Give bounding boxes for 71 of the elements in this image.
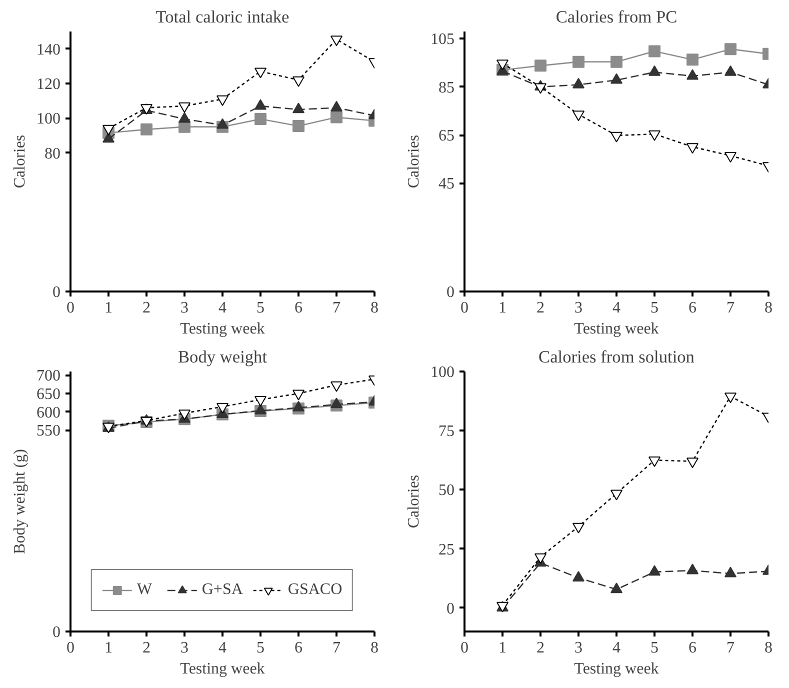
x-tick-label: 7 <box>726 640 734 656</box>
x-tick-label: 7 <box>332 300 340 316</box>
x-axis-title: Testing week <box>574 320 659 338</box>
x-tick-label: 2 <box>536 300 544 316</box>
y-tick-label: 120 <box>36 76 60 93</box>
x-tick-label: 3 <box>180 300 188 316</box>
legend-label: W <box>136 581 153 599</box>
x-axis-title: Testing week <box>180 660 265 678</box>
y-tick-label: 75 <box>438 423 454 440</box>
x-tick-label: 7 <box>332 640 340 656</box>
y-tick-label: 80 <box>44 145 60 162</box>
y-tick-label: 85 <box>438 79 454 96</box>
x-tick-label: 0 <box>66 640 74 656</box>
x-tick-label: 3 <box>574 300 582 316</box>
x-tick-label: 5 <box>256 300 264 316</box>
x-tick-label: 6 <box>294 640 302 656</box>
y-tick-label: 700 <box>36 368 60 385</box>
y-tick-label: 100 <box>36 110 60 128</box>
y-tick-label: 25 <box>438 541 454 558</box>
x-tick-label: 1 <box>498 640 506 656</box>
y-tick-label: 140 <box>36 41 60 58</box>
x-tick-label: 5 <box>650 640 658 656</box>
x-tick-label: 1 <box>104 640 112 656</box>
x-tick-label: 8 <box>764 300 772 316</box>
y-axis-title: Body weight (g) <box>12 449 28 554</box>
y-tick-label: 0 <box>446 600 454 618</box>
x-tick-label: 0 <box>460 640 468 656</box>
x-axis-title: Testing week <box>574 660 659 678</box>
x-tick-label: 2 <box>142 640 150 656</box>
chart-title: Calories from PC <box>556 8 678 26</box>
y-tick-label: 650 <box>36 386 60 403</box>
x-tick-label: 6 <box>688 640 696 656</box>
x-tick-label: 1 <box>498 300 506 316</box>
y-axis-title: Calories <box>12 134 28 188</box>
x-tick-label: 3 <box>574 640 582 656</box>
y-axis-title: Calories <box>406 474 422 528</box>
x-tick-label: 8 <box>370 640 378 656</box>
x-tick-label: 5 <box>256 640 264 656</box>
x-tick-label: 4 <box>218 640 226 656</box>
x-tick-label: 2 <box>142 300 150 316</box>
y-tick-label: 600 <box>36 404 60 422</box>
x-tick-label: 8 <box>370 300 378 316</box>
x-tick-label: 5 <box>650 300 658 316</box>
x-tick-label: 4 <box>612 640 620 656</box>
x-tick-label: 2 <box>536 640 544 656</box>
y-tick-label: 65 <box>438 128 454 145</box>
y-tick-label: 550 <box>36 422 60 440</box>
x-tick-label: 4 <box>612 300 620 316</box>
y-axis-title: Calories <box>406 134 422 188</box>
chart-title: Calories from solution <box>538 348 695 366</box>
legend-label: G+SA <box>202 581 243 599</box>
x-tick-label: 6 <box>688 300 696 316</box>
y-tick-label: 0 <box>446 284 454 301</box>
x-tick-label: 3 <box>180 640 188 656</box>
y-tick-label: 105 <box>430 31 454 48</box>
x-tick-label: 0 <box>66 300 74 316</box>
y-tick-label: 45 <box>438 176 454 193</box>
chart-title: Body weight <box>178 348 268 366</box>
x-tick-label: 4 <box>218 300 226 316</box>
x-tick-label: 0 <box>460 300 468 316</box>
x-tick-label: 7 <box>726 300 734 316</box>
x-tick-label: 6 <box>294 300 302 316</box>
x-axis-title: Testing week <box>180 320 265 338</box>
x-tick-label: 1 <box>104 300 112 316</box>
x-tick-label: 8 <box>764 640 772 656</box>
y-tick-label: 0 <box>52 284 60 301</box>
legend-label: GSACO <box>288 581 342 599</box>
y-tick-label: 0 <box>52 624 60 641</box>
y-tick-label: 50 <box>438 482 454 500</box>
y-tick-label: 100 <box>430 364 454 381</box>
chart-title: Total caloric intake <box>156 8 290 26</box>
